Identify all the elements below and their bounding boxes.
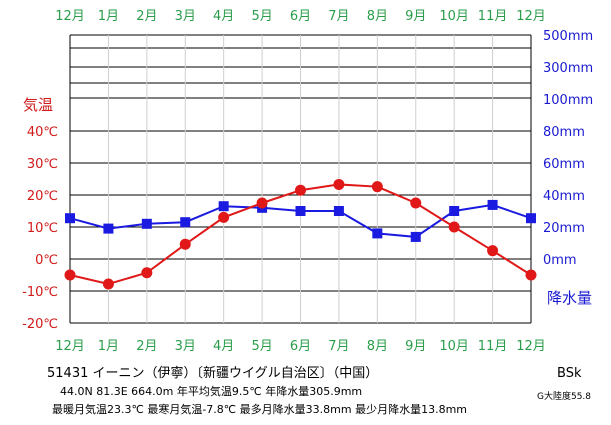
month-label-bottom: 9月: [405, 339, 426, 354]
month-label-bottom: 3月: [175, 339, 196, 354]
precipitation-tick-label: 40mm: [543, 189, 585, 204]
temperature-tick-label: -10℃: [22, 285, 58, 300]
continentality-index: G大陸度55.8: [537, 390, 591, 402]
precipitation-tick-label: 500mm: [543, 29, 593, 44]
precipitation-tick-label: 300mm: [543, 61, 593, 76]
precipitation-tick-label: 20mm: [543, 221, 585, 236]
temperature-point: [218, 211, 230, 223]
month-label-bottom: 11月: [478, 339, 508, 354]
temperature-point: [448, 221, 460, 233]
month-label-top: 12月: [55, 9, 85, 24]
precipitation-point: [372, 228, 383, 239]
climate-code: BSk: [557, 366, 582, 381]
temperature-point: [295, 184, 306, 196]
month-label-bottom: 4月: [213, 339, 234, 354]
temperature-axis-title: 気温: [23, 96, 53, 114]
month-label-bottom: 2月: [136, 339, 157, 354]
temperature-point: [333, 178, 345, 190]
precipitation-point: [333, 206, 344, 216]
grid: [69, 34, 532, 324]
precipitation-axis-title: 降水量: [547, 289, 592, 307]
month-label-top: 2月: [136, 9, 157, 24]
precipitation-point: [180, 217, 191, 228]
month-labels-top: 12月 1月 2月 3月 4月 5月 6月 7月 8月 9月 10月 11月 12月: [55, 9, 546, 24]
precipitation-tick-label: 60mm: [543, 157, 585, 172]
precipitation-axis-ticks: 500mm 300mm 100mm 80mm 60mm 40mm 20mm 0mm: [543, 29, 593, 268]
month-label-bottom: 5月: [251, 339, 272, 354]
temperature-point: [179, 238, 191, 250]
temperature-tick-label: 0℃: [35, 253, 58, 268]
precipitation-tick-label: 100mm: [543, 93, 593, 108]
month-label-top: 8月: [367, 9, 388, 24]
precipitation-point: [103, 223, 114, 234]
month-label-bottom: 12月: [516, 339, 546, 354]
precipitation-point: [487, 199, 498, 210]
month-label-bottom: 7月: [328, 339, 349, 354]
precipitation-tick-label: 80mm: [543, 125, 585, 140]
precipitation-tick-label: 0mm: [543, 253, 577, 268]
temperature-axis-ticks: 40℃ 30℃ 20℃ 10℃ 0℃ -10℃ -20℃: [22, 125, 58, 332]
month-label-bottom: 1月: [98, 339, 119, 354]
precipitation-point: [218, 201, 229, 212]
month-label-bottom: 12月: [55, 339, 85, 354]
month-label-top: 11月: [478, 9, 508, 24]
month-label-bottom: 6月: [290, 339, 311, 354]
precipitation-point: [410, 231, 421, 242]
precipitation-point: [449, 206, 460, 216]
temperature-point: [487, 245, 499, 257]
temperature-tick-label: -20℃: [22, 317, 58, 332]
month-label-top: 1月: [98, 9, 119, 24]
temperature-point: [64, 269, 76, 281]
temperature-point: [410, 197, 422, 209]
month-label-top: 10月: [439, 9, 469, 24]
temperature-tick-label: 40℃: [27, 125, 58, 140]
precipitation-point: [141, 218, 152, 229]
month-label-top: 6月: [290, 9, 311, 24]
temperature-point: [525, 269, 537, 281]
temperature-tick-label: 10℃: [27, 221, 58, 236]
temperature-point: [371, 181, 383, 193]
month-labels-bottom: 12月 1月 2月 3月 4月 5月 6月 7月 8月 9月 10月 11月 12月: [55, 339, 546, 354]
temperature-tick-label: 30℃: [27, 157, 58, 172]
month-label-bottom: 10月: [439, 339, 469, 354]
month-label-top: 4月: [213, 9, 234, 24]
temperature-tick-label: 20℃: [27, 189, 58, 204]
month-label-top: 9月: [405, 9, 426, 24]
temperature-point: [141, 267, 153, 279]
precipitation-series: [65, 199, 536, 242]
month-label-top: 12月: [516, 9, 546, 24]
temperature-point: [256, 197, 268, 209]
month-label-top: 5月: [251, 9, 272, 24]
station-line-2: 44.0N 81.3E 664.0m 年平均気温9.5℃ 年降水量305.9mm: [60, 384, 362, 398]
station-line-3: 最暖月気温23.3℃ 最寒月気温-7.8℃ 最多月降水量33.8mm 最少月降水…: [52, 402, 467, 416]
month-label-top: 7月: [328, 9, 349, 24]
temperature-series: [64, 178, 537, 290]
precipitation-point: [526, 213, 536, 224]
temperature-point: [102, 278, 114, 290]
month-label-bottom: 8月: [367, 339, 388, 354]
precipitation-point: [65, 213, 75, 224]
precipitation-point: [295, 206, 306, 216]
station-line-1: 51431 イーニン（伊寧）〔新疆ウイグル自治区〕（中国）: [47, 365, 378, 381]
month-label-top: 3月: [175, 9, 196, 24]
